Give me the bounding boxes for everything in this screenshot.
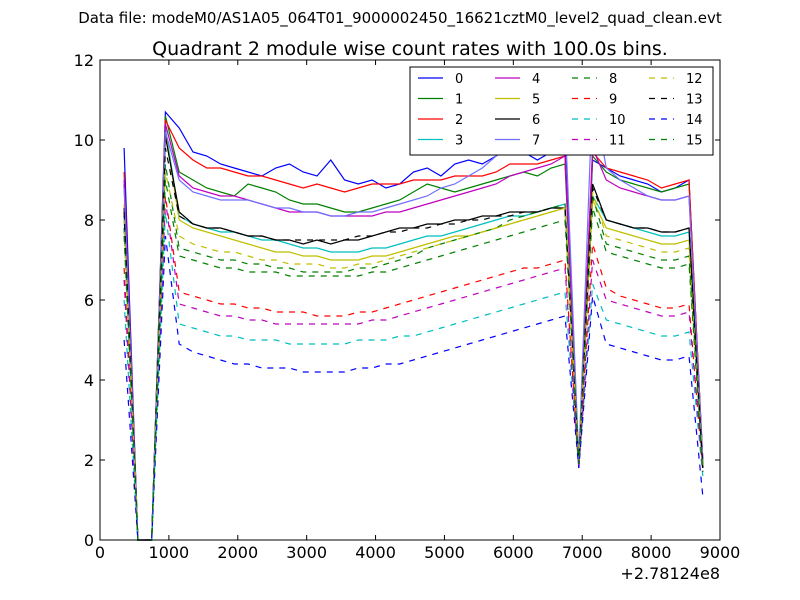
y-tick-label: 0 xyxy=(84,531,94,550)
y-tick-label: 12 xyxy=(74,51,94,70)
legend-label-14: 14 xyxy=(686,113,703,128)
series-line-14 xyxy=(123,235,704,541)
series-line-10 xyxy=(123,211,704,541)
series-line-9 xyxy=(123,195,704,541)
x-tick-label: 7000 xyxy=(562,543,603,562)
chart-title: Quadrant 2 module wise count rates with … xyxy=(152,38,668,60)
legend-label-12: 12 xyxy=(686,72,703,87)
x-tick-label: 0 xyxy=(95,543,105,562)
legend-label-15: 15 xyxy=(686,134,703,149)
x-tick-label: 8000 xyxy=(631,543,672,562)
x-tick-label: 4000 xyxy=(355,543,396,562)
x-tick-label: 5000 xyxy=(424,543,465,562)
x-offset-label: +2.78124e8 xyxy=(620,564,720,583)
y-tick-label: 4 xyxy=(84,371,94,390)
legend-label-6: 6 xyxy=(532,113,540,128)
series-line-8 xyxy=(123,163,704,541)
plot-lines xyxy=(123,91,704,541)
legend-label-13: 13 xyxy=(686,93,703,108)
legend-label-0: 0 xyxy=(455,72,463,87)
x-tick-label: 6000 xyxy=(493,543,534,562)
y-tick-label: 8 xyxy=(84,211,94,230)
series-line-7 xyxy=(123,91,704,541)
series-line-4 xyxy=(123,123,704,541)
legend-label-2: 2 xyxy=(455,113,463,128)
series-line-2 xyxy=(123,119,704,541)
series-line-11 xyxy=(123,199,704,541)
legend-label-3: 3 xyxy=(455,134,463,149)
legend-label-10: 10 xyxy=(609,113,626,128)
y-tick-label: 10 xyxy=(74,131,94,150)
legend-label-1: 1 xyxy=(455,93,463,108)
legend-label-4: 4 xyxy=(532,72,540,87)
series-line-1 xyxy=(123,115,704,541)
legend-label-9: 9 xyxy=(609,93,617,108)
legend-label-8: 8 xyxy=(609,72,617,87)
x-tick-label: 9000 xyxy=(700,543,741,562)
legend-label-7: 7 xyxy=(532,134,540,149)
x-tick-label: 2000 xyxy=(217,543,258,562)
y-tick-label: 6 xyxy=(84,291,94,310)
y-tick-label: 2 xyxy=(84,451,94,470)
series-line-12 xyxy=(123,171,704,541)
x-tick-label: 1000 xyxy=(149,543,190,562)
legend-box xyxy=(409,66,714,156)
legend-label-5: 5 xyxy=(532,93,540,108)
legend-label-11: 11 xyxy=(609,134,626,149)
series-line-13 xyxy=(123,147,704,541)
axis-ticks: 0 1000 2000 3000 4000 5000 6000 7000 8000 9000 0 2 4… xyxy=(74,51,741,562)
x-tick-label: 3000 xyxy=(286,543,327,562)
series-line-5 xyxy=(123,131,704,541)
data-file-title: Data file: modeM0/AS1A05_064T01_90000024… xyxy=(78,9,722,28)
